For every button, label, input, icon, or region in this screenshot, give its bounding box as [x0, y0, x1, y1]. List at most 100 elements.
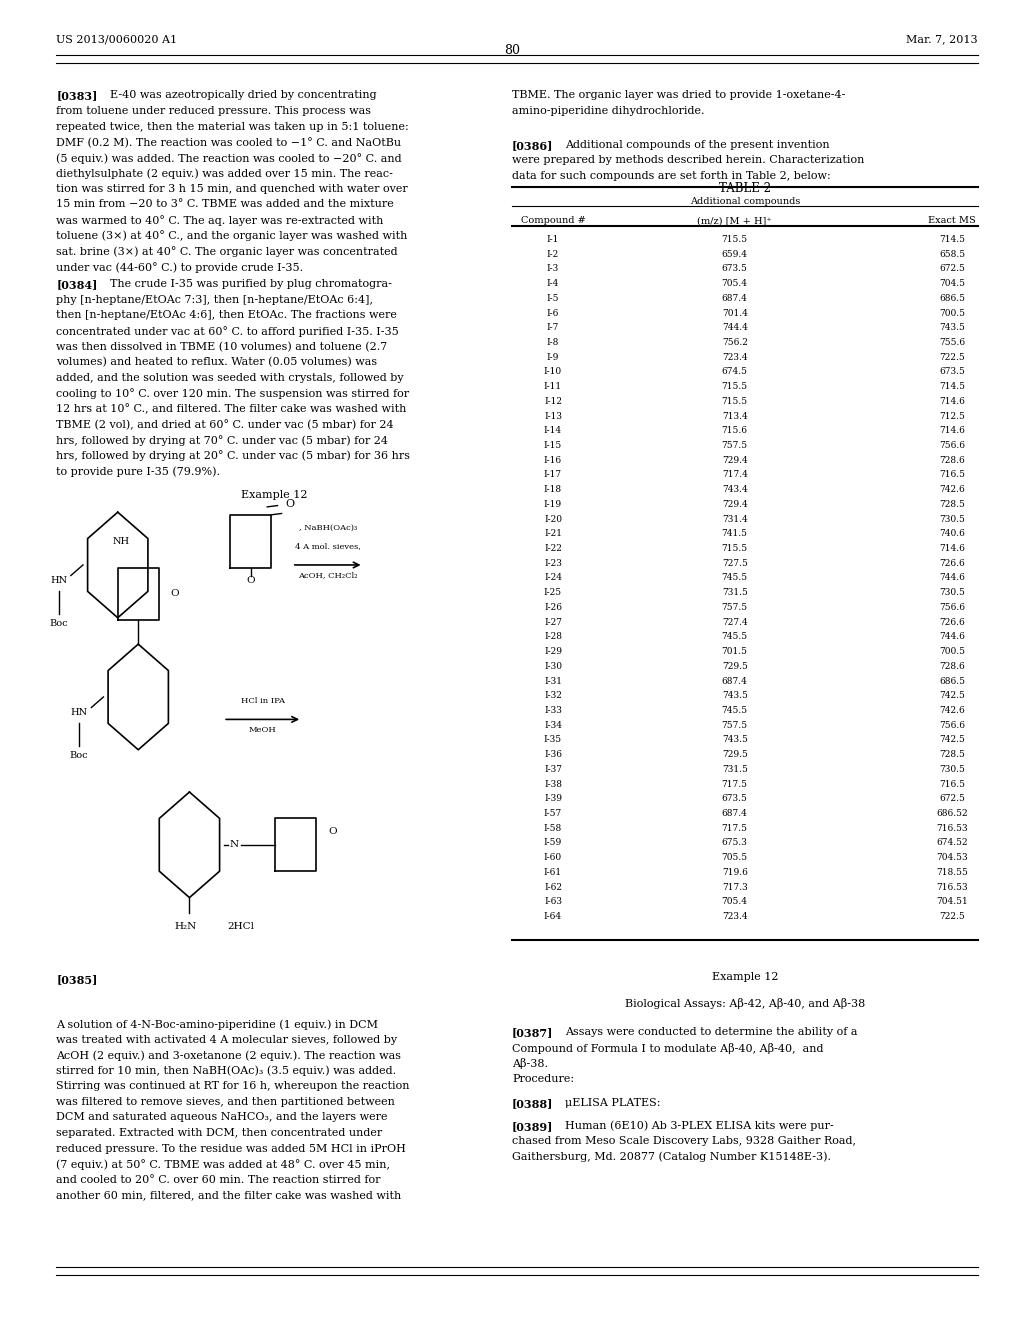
- Text: was treated with activated 4 A molecular sieves, followed by: was treated with activated 4 A molecular…: [56, 1035, 397, 1044]
- Text: separated. Extracted with DCM, then concentrated under: separated. Extracted with DCM, then conc…: [56, 1129, 383, 1138]
- Text: 715.5: 715.5: [722, 383, 748, 391]
- Text: US 2013/0060020 A1: US 2013/0060020 A1: [56, 34, 177, 45]
- Text: I-19: I-19: [544, 500, 562, 510]
- Text: HCl in IPA: HCl in IPA: [241, 697, 285, 705]
- Text: Boc: Boc: [70, 751, 88, 759]
- Text: H₂N: H₂N: [175, 923, 197, 931]
- Text: 756.2: 756.2: [722, 338, 748, 347]
- Text: I-28: I-28: [544, 632, 562, 642]
- Text: Boc: Boc: [49, 619, 68, 627]
- Text: I-38: I-38: [544, 780, 562, 788]
- Text: volumes) and heated to reflux. Water (0.05 volumes) was: volumes) and heated to reflux. Water (0.…: [56, 356, 378, 367]
- Text: Gaithersburg, Md. 20877 (Catalog Number K15148E-3).: Gaithersburg, Md. 20877 (Catalog Number …: [512, 1152, 831, 1163]
- Text: I-61: I-61: [544, 867, 562, 876]
- Text: 717.4: 717.4: [722, 470, 748, 479]
- Text: μELISA PLATES:: μELISA PLATES:: [565, 1098, 660, 1109]
- Text: Example 12: Example 12: [241, 490, 307, 500]
- Text: Additional compounds: Additional compounds: [690, 197, 800, 206]
- Text: 716.5: 716.5: [939, 780, 966, 788]
- Text: 743.5: 743.5: [722, 735, 748, 744]
- Text: 742.5: 742.5: [939, 735, 966, 744]
- Text: 742.6: 742.6: [939, 486, 966, 494]
- Text: I-7: I-7: [547, 323, 559, 333]
- Text: 727.4: 727.4: [722, 618, 748, 627]
- Text: I-12: I-12: [544, 397, 562, 405]
- Text: were prepared by methods described herein. Characterization: were prepared by methods described herei…: [512, 156, 864, 165]
- Text: then [n-heptane/EtOAc 4:6], then EtOAc. The fractions were: then [n-heptane/EtOAc 4:6], then EtOAc. …: [56, 310, 397, 321]
- Text: to provide pure I-35 (79.9%).: to provide pure I-35 (79.9%).: [56, 466, 220, 477]
- Text: DMF (0.2 M). The reaction was cooled to −1° C. and NaOtBu: DMF (0.2 M). The reaction was cooled to …: [56, 137, 401, 148]
- Text: 672.5: 672.5: [939, 795, 966, 804]
- Text: The crude I-35 was purified by plug chromatogra-: The crude I-35 was purified by plug chro…: [110, 280, 391, 289]
- Text: (5 equiv.) was added. The reaction was cooled to −20° C. and: (5 equiv.) was added. The reaction was c…: [56, 153, 402, 164]
- Text: and cooled to 20° C. over 60 min. The reaction stirred for: and cooled to 20° C. over 60 min. The re…: [56, 1175, 381, 1185]
- Text: I-26: I-26: [544, 603, 562, 612]
- Text: 2HCl: 2HCl: [227, 923, 254, 931]
- Text: I-32: I-32: [544, 692, 562, 700]
- Text: DCM and saturated aqueous NaHCO₃, and the layers were: DCM and saturated aqueous NaHCO₃, and th…: [56, 1113, 388, 1122]
- Text: added, and the solution was seeded with crystals, followed by: added, and the solution was seeded with …: [56, 372, 403, 383]
- Text: 745.5: 745.5: [722, 706, 748, 715]
- Text: 714.5: 714.5: [939, 235, 966, 244]
- Text: I-5: I-5: [547, 294, 559, 302]
- Text: phy [n-heptane/EtOAc 7:3], then [n-heptane/EtOAc 6:4],: phy [n-heptane/EtOAc 7:3], then [n-hepta…: [56, 294, 374, 305]
- Text: 712.5: 712.5: [939, 412, 966, 421]
- Text: I-10: I-10: [544, 367, 562, 376]
- Text: 705.4: 705.4: [722, 279, 748, 288]
- Text: Aβ-38.: Aβ-38.: [512, 1059, 548, 1069]
- Text: repeated twice, then the material was taken up in 5:1 toluene:: repeated twice, then the material was ta…: [56, 121, 409, 132]
- Text: 723.4: 723.4: [722, 912, 748, 921]
- Text: hrs, followed by drying at 70° C. under vac (5 mbar) for 24: hrs, followed by drying at 70° C. under …: [56, 436, 388, 446]
- Text: I-8: I-8: [547, 338, 559, 347]
- Text: 718.55: 718.55: [936, 867, 969, 876]
- Text: 728.6: 728.6: [939, 661, 966, 671]
- Text: 741.5: 741.5: [722, 529, 748, 539]
- Text: 740.6: 740.6: [939, 529, 966, 539]
- Text: 744.6: 744.6: [939, 632, 966, 642]
- Text: TABLE 2: TABLE 2: [719, 182, 771, 195]
- Text: I-30: I-30: [544, 661, 562, 671]
- Text: I-33: I-33: [544, 706, 562, 715]
- Text: chased from Meso Scale Discovery Labs, 9328 Gaither Road,: chased from Meso Scale Discovery Labs, 9…: [512, 1137, 856, 1146]
- Text: 700.5: 700.5: [939, 647, 966, 656]
- Text: MeOH: MeOH: [249, 726, 276, 734]
- Text: 704.53: 704.53: [937, 853, 968, 862]
- Text: 701.4: 701.4: [722, 309, 748, 318]
- Text: 757.5: 757.5: [722, 441, 748, 450]
- Text: 714.6: 714.6: [939, 397, 966, 405]
- Text: Mar. 7, 2013: Mar. 7, 2013: [906, 34, 978, 45]
- Text: was then dissolved in TBME (10 volumes) and toluene (2.7: was then dissolved in TBME (10 volumes) …: [56, 342, 387, 352]
- Text: amino-piperidine dihydrochloride.: amino-piperidine dihydrochloride.: [512, 106, 705, 116]
- Text: I-57: I-57: [544, 809, 562, 818]
- Text: I-6: I-6: [547, 309, 559, 318]
- Text: HN: HN: [71, 709, 88, 717]
- Text: O: O: [247, 577, 255, 585]
- Text: 731.4: 731.4: [722, 515, 748, 524]
- Text: 756.6: 756.6: [939, 603, 966, 612]
- Text: I-39: I-39: [544, 795, 562, 804]
- Text: TBME. The organic layer was dried to provide 1-oxetane-4-: TBME. The organic layer was dried to pro…: [512, 90, 846, 100]
- Text: 4 A mol. sieves,: 4 A mol. sieves,: [295, 543, 360, 550]
- Text: 687.4: 687.4: [722, 677, 748, 685]
- Text: 674.52: 674.52: [937, 838, 968, 847]
- Text: 727.5: 727.5: [722, 558, 748, 568]
- Text: 12 hrs at 10° C., and filtered. The filter cake was washed with: 12 hrs at 10° C., and filtered. The filt…: [56, 404, 407, 414]
- Text: I-18: I-18: [544, 486, 562, 494]
- Text: I-58: I-58: [544, 824, 562, 833]
- Text: N: N: [230, 841, 239, 849]
- Text: 687.4: 687.4: [722, 809, 748, 818]
- Text: 728.5: 728.5: [939, 750, 966, 759]
- Text: 713.4: 713.4: [722, 412, 748, 421]
- Text: TBME (2 vol), and dried at 60° C. under vac (5 mbar) for 24: TBME (2 vol), and dried at 60° C. under …: [56, 420, 394, 430]
- Text: 701.5: 701.5: [722, 647, 748, 656]
- Text: 723.4: 723.4: [722, 352, 748, 362]
- Text: hrs, followed by drying at 20° C. under vac (5 mbar) for 36 hrs: hrs, followed by drying at 20° C. under …: [56, 450, 411, 462]
- Text: data for such compounds are set forth in Table 2, below:: data for such compounds are set forth in…: [512, 172, 830, 181]
- Text: I-36: I-36: [544, 750, 562, 759]
- Text: 726.6: 726.6: [939, 558, 966, 568]
- Text: O: O: [171, 590, 179, 598]
- Text: 726.6: 726.6: [939, 618, 966, 627]
- Text: [0388]: [0388]: [512, 1098, 553, 1109]
- Text: 730.5: 730.5: [939, 515, 966, 524]
- Text: (7 equiv.) at 50° C. TBME was added at 48° C. over 45 min,: (7 equiv.) at 50° C. TBME was added at 4…: [56, 1159, 390, 1170]
